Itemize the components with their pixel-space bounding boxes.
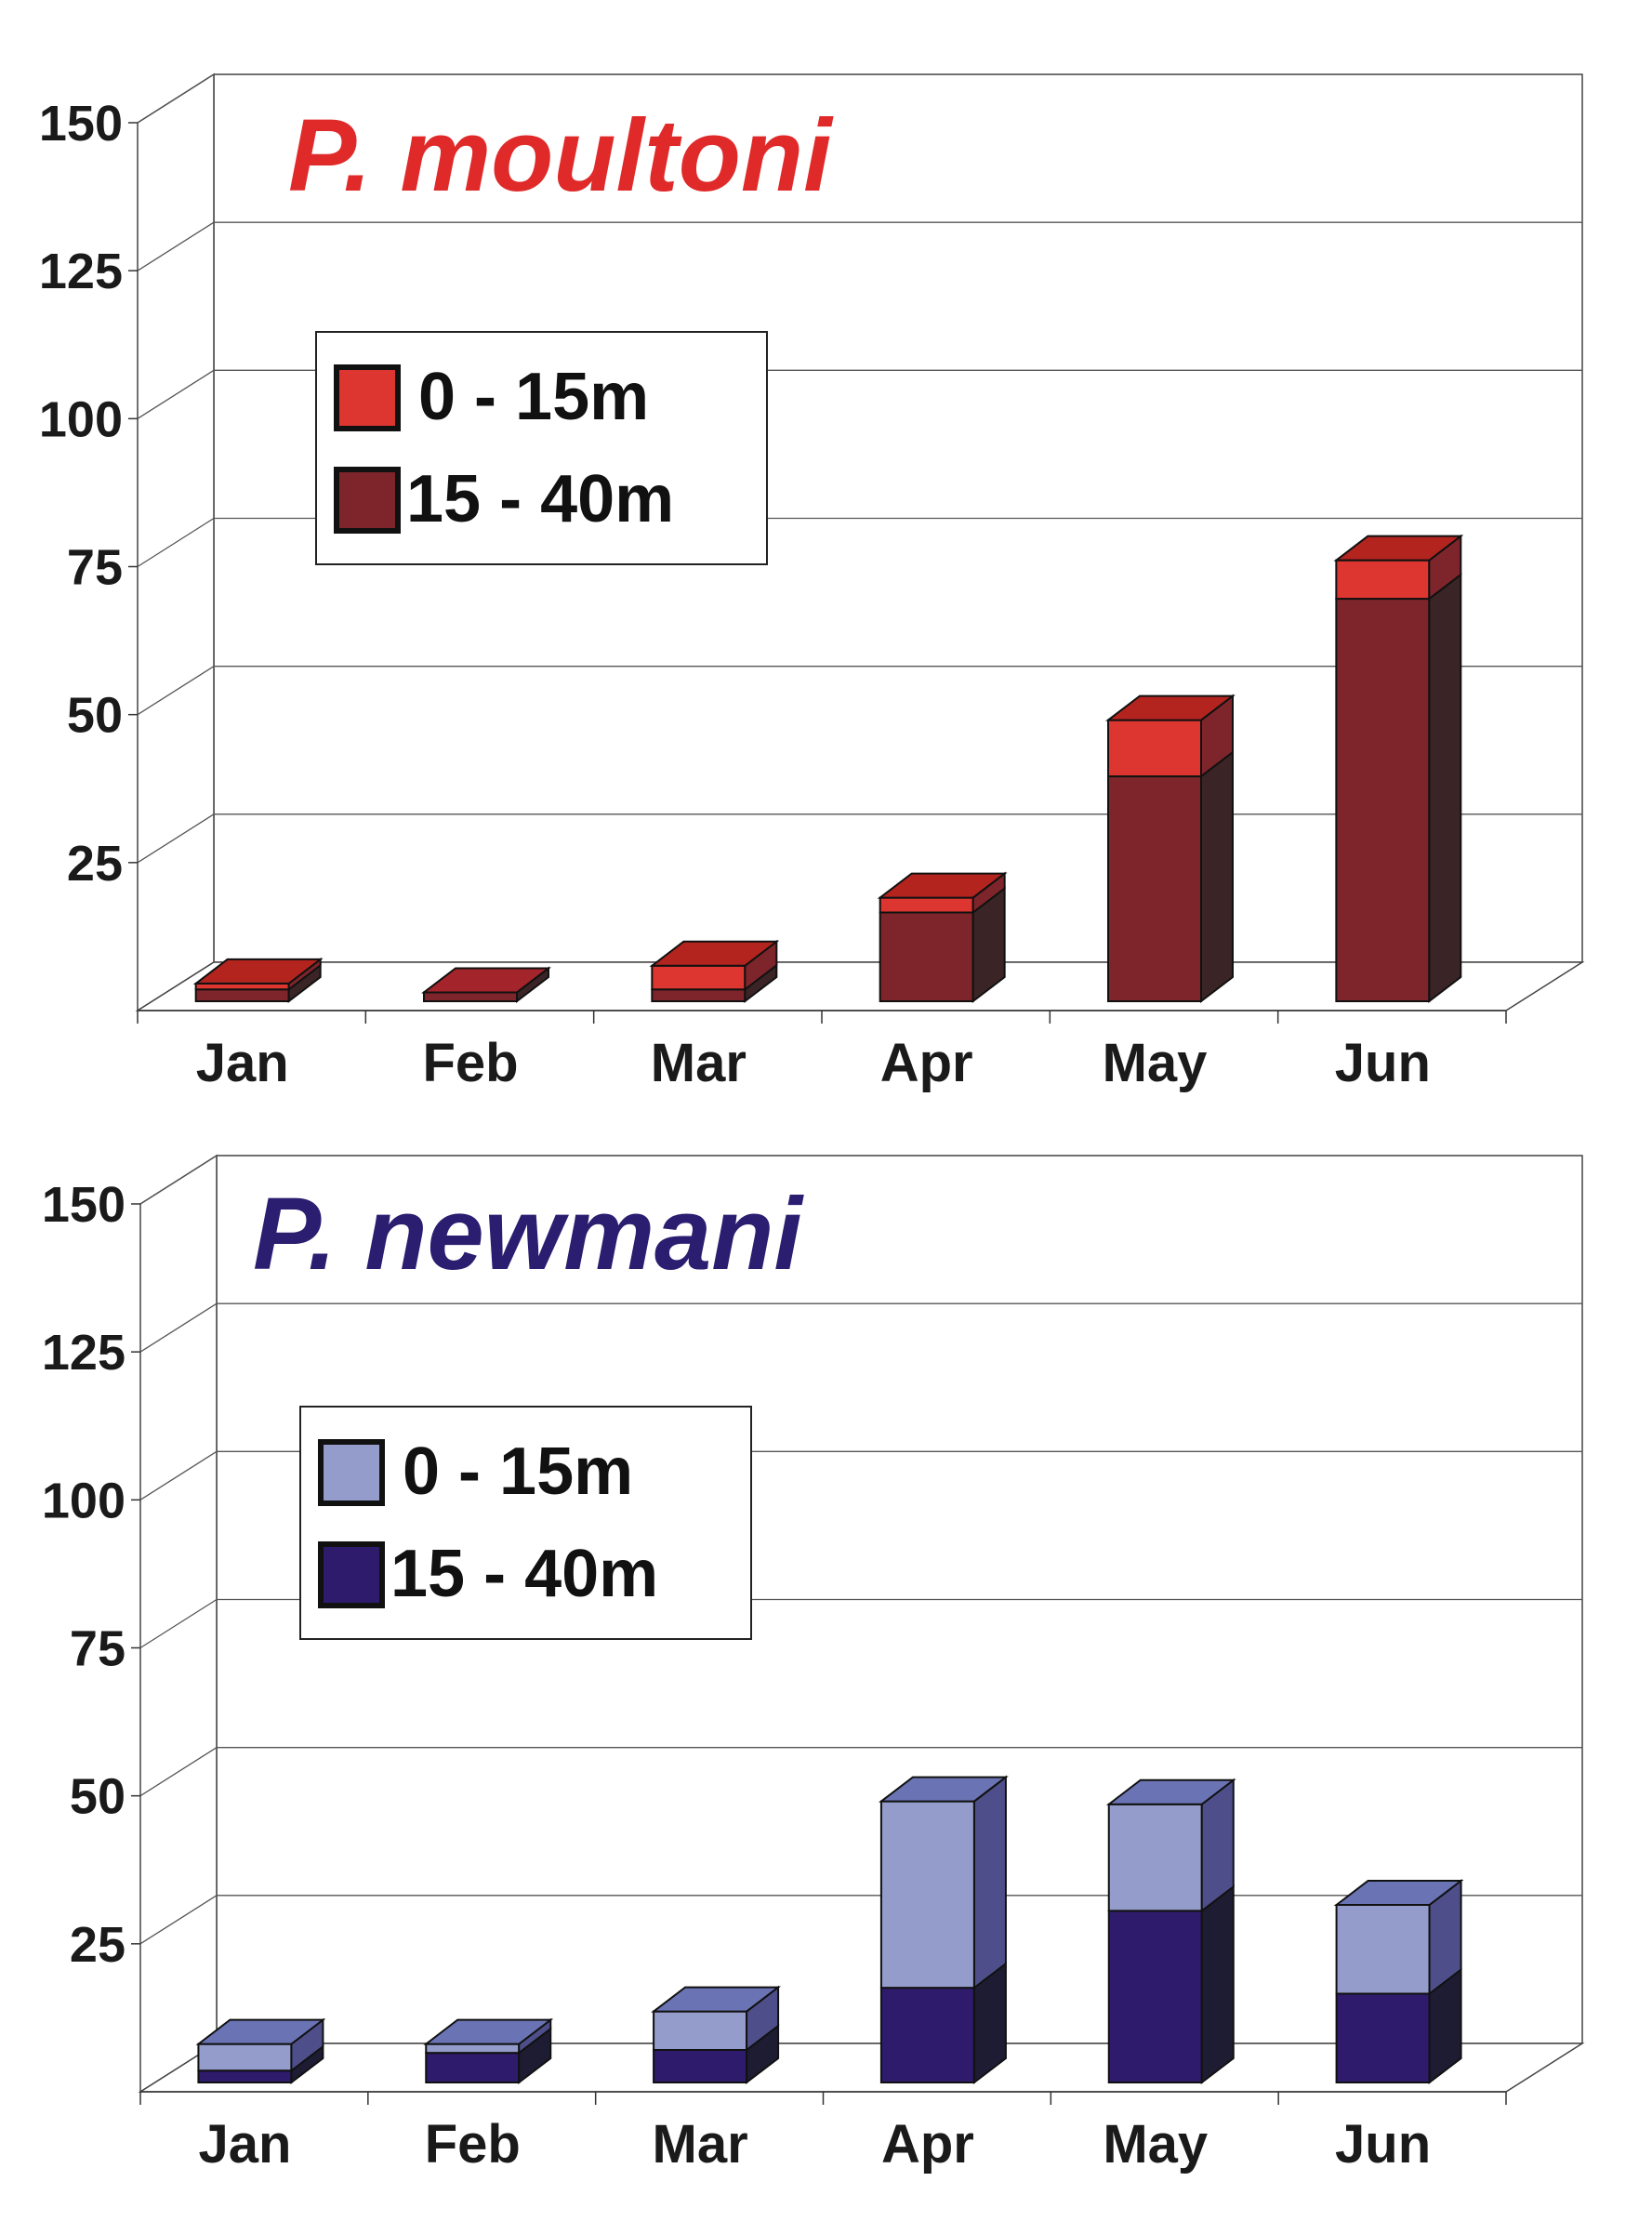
bar-segment: [1335, 559, 1431, 601]
bar-top: [423, 2018, 554, 2045]
y-tick-label: 100: [39, 391, 123, 447]
gridline-side: [137, 221, 215, 271]
bar-top: [649, 940, 780, 967]
bar-segment: [1107, 775, 1202, 1002]
x-tick-label: Jun: [1335, 2114, 1431, 2175]
chart-title: P. newmani: [253, 1177, 804, 1291]
x-tick-label: Mar: [653, 2114, 748, 2175]
bar-side: [1428, 573, 1462, 1004]
legend-label: 15 - 40m: [406, 462, 674, 536]
x-tick-label: Feb: [422, 1033, 518, 1093]
bar-segment: [1107, 1910, 1203, 2084]
legend: 0 - 15m 15 - 40m: [299, 1406, 752, 1640]
bar-side: [972, 1775, 1007, 1990]
gridline-side: [139, 1155, 218, 1205]
gridline-side: [137, 666, 215, 716]
bar-top: [651, 1986, 782, 2013]
bar-segment: [879, 1800, 975, 1990]
bar-segment: [653, 2048, 748, 2084]
legend-label: 15 - 40m: [390, 1537, 658, 1611]
gridline-side: [139, 1747, 218, 1797]
bar-top: [1105, 694, 1236, 721]
bar-segment: [651, 988, 747, 1003]
bar-segment: [1335, 1992, 1431, 2083]
x-tick-label: Jan: [198, 2114, 291, 2175]
bar-side: [1200, 750, 1234, 1004]
legend-label: 0 - 15m: [418, 360, 649, 434]
y-tick-label: 50: [70, 1769, 126, 1825]
bar-top: [877, 872, 1008, 899]
y-tick-label: 50: [67, 688, 123, 744]
y-tick-label: 25: [70, 1917, 126, 1973]
y-tick-label: 25: [67, 836, 123, 892]
gridline-side: [137, 73, 215, 124]
legend-swatch: [318, 1439, 385, 1506]
chart-panel-p-newmani: 150 125 100 75 50 25 Jan Feb Mar Apr May Jun P. newm…: [42, 1154, 1585, 2175]
y-tick-label: 150: [42, 1177, 126, 1233]
legend: 0 - 15m 15 - 40m: [315, 331, 768, 565]
legend-swatch: [334, 364, 401, 431]
bar-top: [1333, 1880, 1464, 1906]
legend-swatch: [334, 467, 401, 534]
x-tick-label: Feb: [425, 2114, 521, 2175]
y-tick-label: 75: [70, 1621, 126, 1677]
gridline-side: [139, 1302, 218, 1353]
legend-label: 0 - 15m: [403, 1434, 633, 1509]
gridline-side: [137, 517, 215, 568]
bar-segment: [651, 964, 747, 991]
gridline-side: [139, 1598, 218, 1649]
x-tick-label: Jan: [196, 1033, 289, 1093]
y-tick-label: 125: [42, 1325, 126, 1381]
bar-top: [1333, 535, 1464, 562]
bar-segment: [879, 896, 974, 914]
y-tick-label: 125: [39, 244, 123, 299]
bar-segment: [1107, 719, 1202, 778]
y-tick-label: 75: [67, 540, 123, 596]
bar-segment: [197, 2043, 293, 2072]
bar-segment: [425, 2052, 521, 2084]
bar-top: [421, 967, 551, 994]
bar-segment: [879, 1987, 975, 2083]
bar-segment: [879, 911, 974, 1002]
x-tick-label: Apr: [881, 2114, 974, 2175]
gridline-side: [139, 1450, 218, 1500]
bar-top: [878, 1776, 1009, 1803]
bar-segment: [653, 2010, 748, 2051]
y-tick-label: 100: [42, 1473, 126, 1528]
bar-segment: [1335, 598, 1431, 1002]
gridline-side: [137, 813, 215, 864]
bar-segment: [1107, 1803, 1203, 1912]
bar-segment: [197, 2069, 293, 2083]
bar-segment: [425, 2043, 521, 2055]
chart-panel-p-moultoni: 150 125 100 75 50 25 Jan Feb Mar Apr May Jun P. moul…: [39, 73, 1585, 1093]
x-tick-label: Apr: [880, 1033, 973, 1093]
gridline-side: [137, 369, 215, 419]
x-tick-label: Mar: [651, 1033, 747, 1093]
bar-top: [192, 958, 324, 985]
bar-top: [1105, 1778, 1236, 1805]
chart-title: P. moultoni: [288, 99, 834, 213]
x-tick-label: Jun: [1335, 1033, 1431, 1093]
y-tick-label: 150: [39, 96, 123, 152]
bar-segment: [194, 988, 290, 1003]
bar-side: [1200, 1884, 1235, 2085]
bar-segment: [423, 991, 518, 1002]
bar-segment: [1335, 1904, 1431, 1995]
x-tick-label: May: [1103, 2114, 1208, 2175]
legend-swatch: [318, 1541, 385, 1608]
x-tick-label: May: [1103, 1033, 1208, 1093]
bar-top: [195, 2018, 326, 2045]
gridline-side: [139, 1895, 218, 1945]
